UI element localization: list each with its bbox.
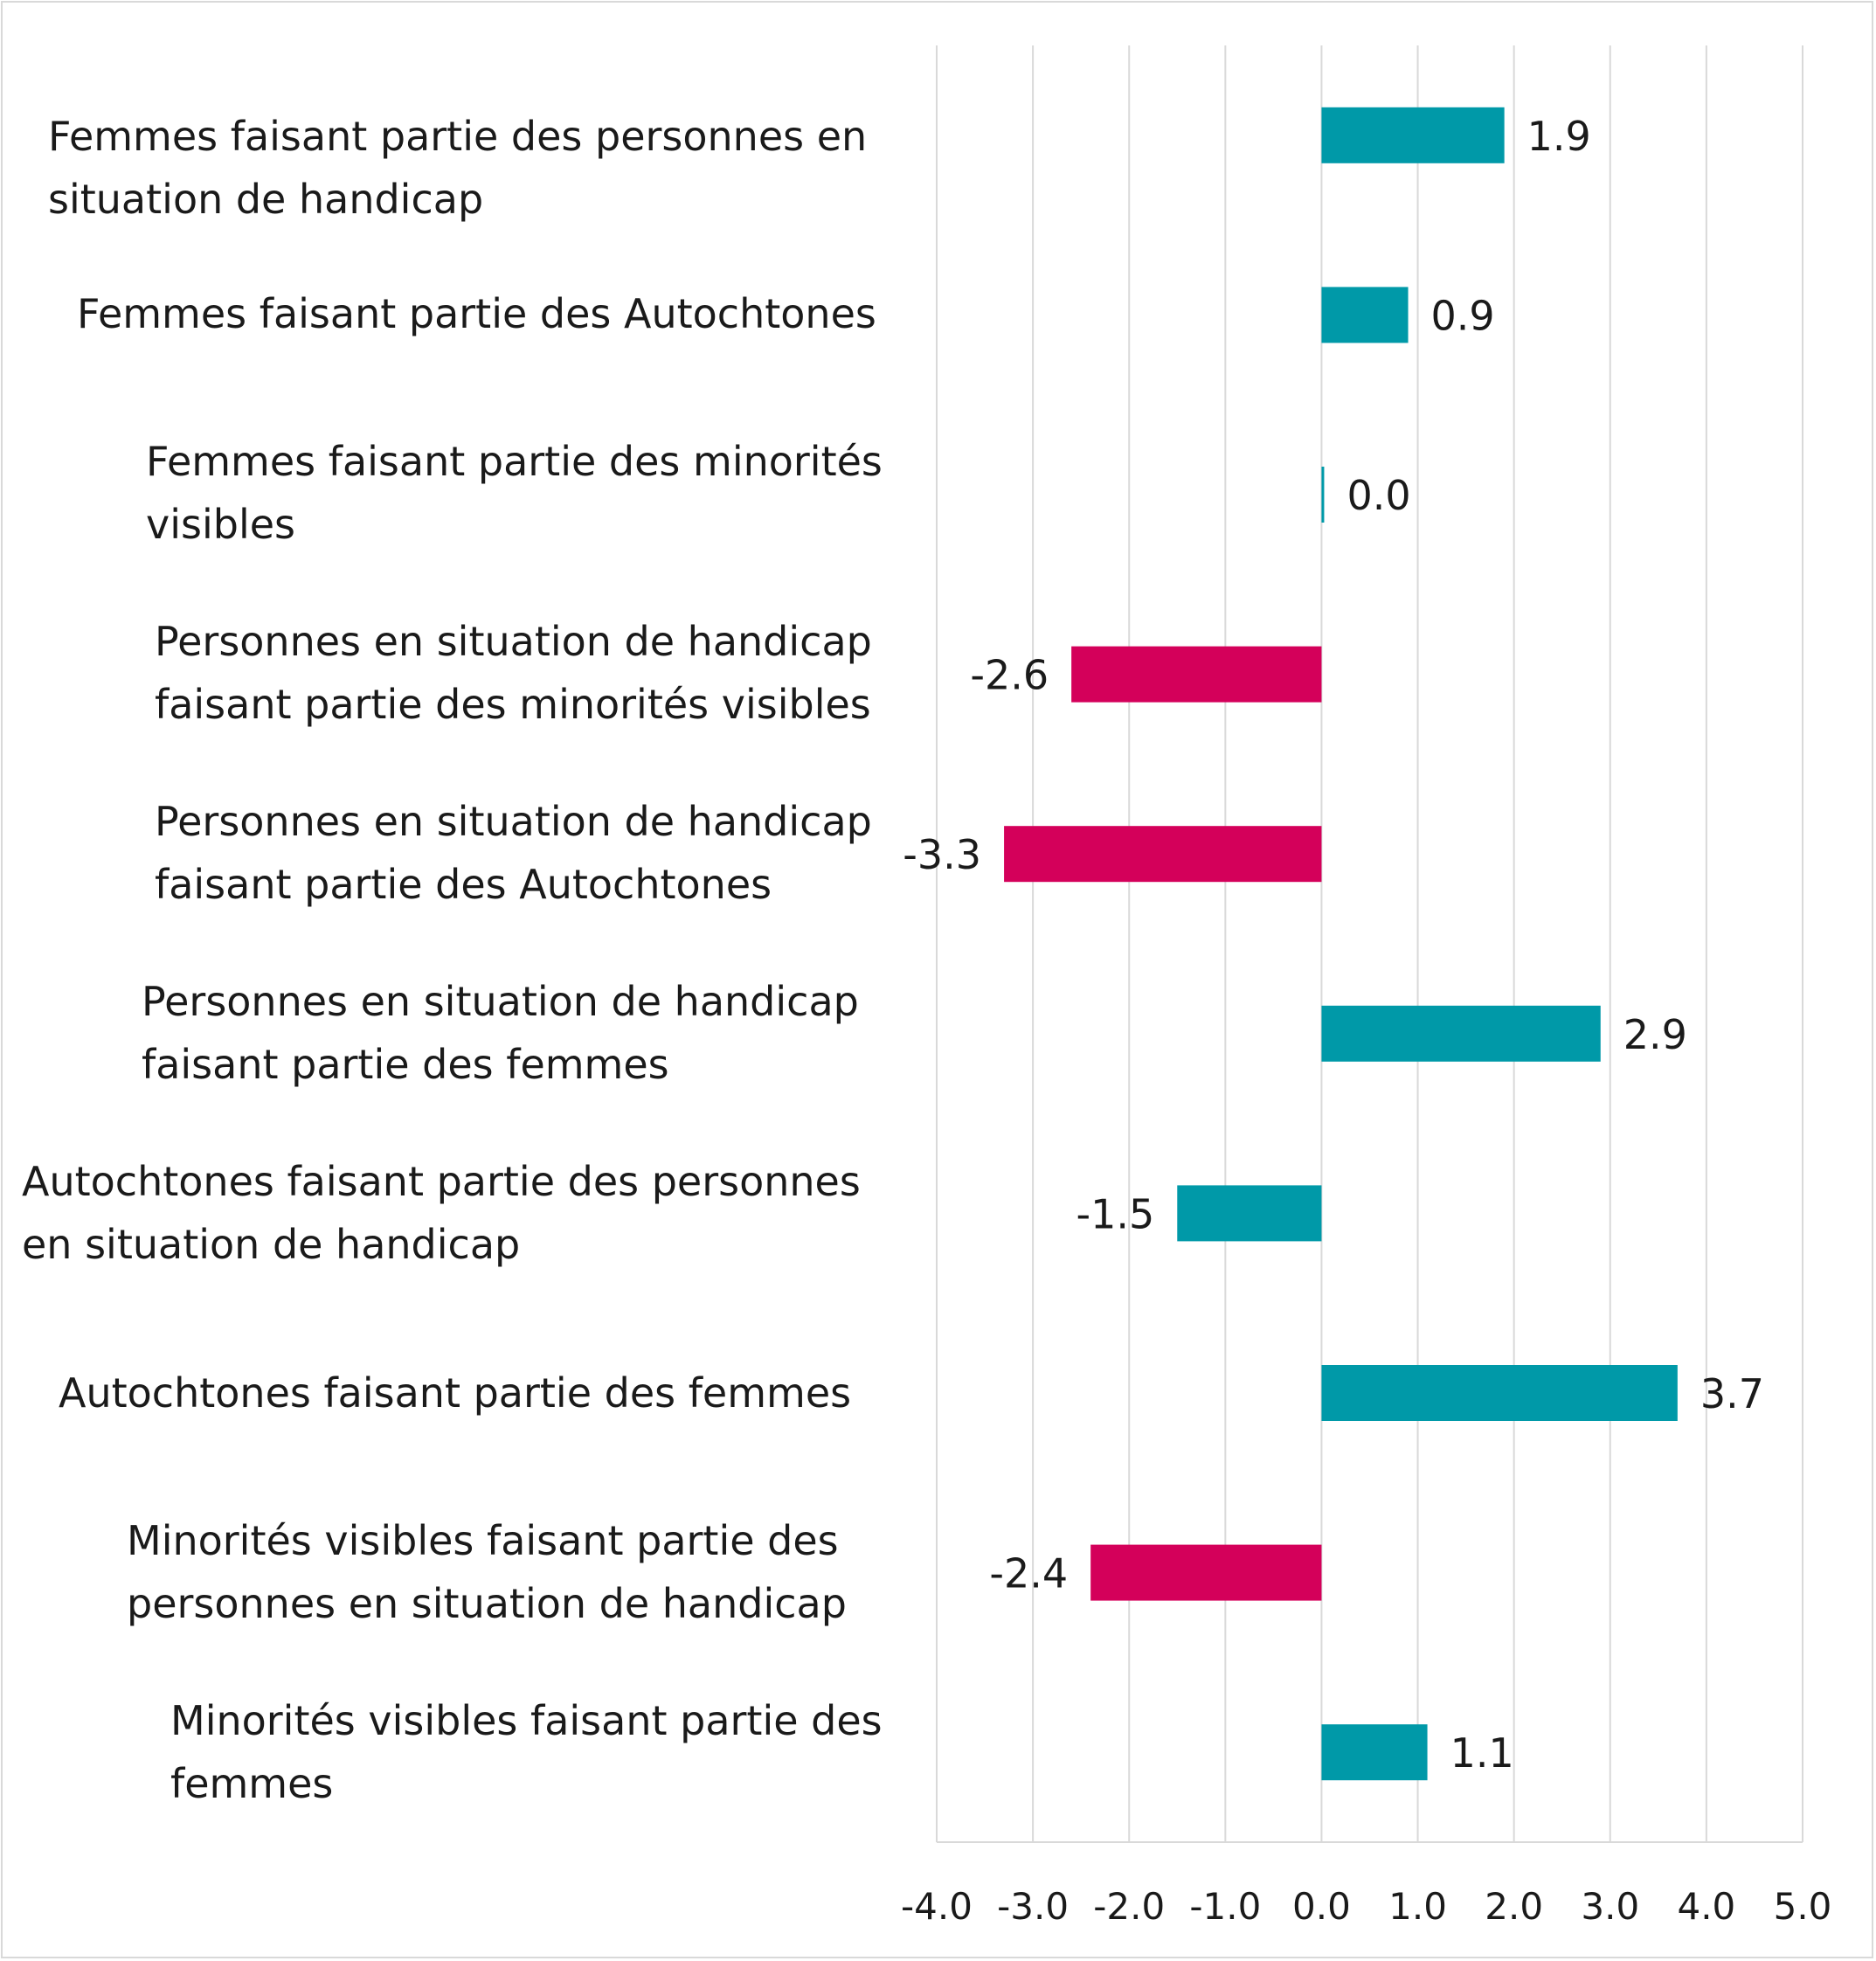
x-tick-label: -3.0 — [997, 1885, 1069, 1928]
value-label: 0.0 — [1346, 472, 1410, 519]
value-label: -3.3 — [903, 831, 981, 878]
value-label: 2.9 — [1623, 1011, 1687, 1058]
value-label: 3.7 — [1700, 1370, 1764, 1417]
value-label: 1.9 — [1527, 113, 1591, 160]
x-axis: -4.0 -3.0 -2.0 -1.0 0.0 1.0 2.0 3.0 4.0 5.0 — [901, 1841, 1832, 1928]
value-label: 0.9 — [1431, 292, 1495, 339]
x-tick-label: -4.0 — [901, 1885, 973, 1928]
category-label: Femmes faisant partie des minorités visi… — [146, 438, 883, 548]
gridlines — [936, 45, 1803, 1842]
value-label: -2.6 — [970, 652, 1049, 699]
bar — [1177, 1185, 1322, 1242]
x-tick-label: -1.0 — [1189, 1885, 1261, 1928]
x-tick-label: 4.0 — [1677, 1885, 1735, 1928]
bar — [1090, 1544, 1322, 1601]
bar — [1321, 107, 1505, 163]
bar — [1321, 467, 1325, 523]
bar — [1321, 1724, 1428, 1781]
category-label: Autochtones faisant partie des femmes — [59, 1369, 852, 1417]
x-tick-label: 3.0 — [1581, 1885, 1639, 1928]
bars — [1004, 107, 1678, 1781]
category-label: Minorités visibles faisant partie des fe… — [170, 1697, 883, 1807]
value-labels: 1.9 0.9 0.0 -2.6 -3.3 2.9 -1.5 3.7 -2.4 1.1 — [903, 113, 1764, 1777]
bar — [1321, 287, 1409, 343]
category-label: Femmes faisant partie des Autochtones — [77, 290, 876, 337]
bar — [1321, 1365, 1678, 1421]
bar — [1004, 826, 1322, 883]
category-label: Personnes en situation de handicap faisa… — [142, 978, 859, 1088]
x-tick-label: 2.0 — [1485, 1885, 1543, 1928]
category-label: Personnes en situation de handicap faisa… — [155, 618, 872, 728]
category-label: Femmes faisant partie des personnes en s… — [48, 113, 868, 223]
value-label: -2.4 — [989, 1550, 1068, 1597]
value-label: -1.5 — [1076, 1190, 1155, 1237]
bar — [1071, 646, 1322, 703]
value-label: 1.1 — [1450, 1729, 1514, 1777]
x-tick-label: 5.0 — [1774, 1885, 1832, 1928]
bar — [1321, 1005, 1601, 1062]
category-label: Personnes en situation de handicap faisa… — [155, 798, 872, 908]
category-label: Minorités visibles faisant partie des pe… — [127, 1517, 847, 1627]
x-tick-label: 1.0 — [1388, 1885, 1447, 1928]
x-tick-label: -2.0 — [1093, 1885, 1165, 1928]
x-tick-label: 0.0 — [1292, 1885, 1351, 1928]
category-label: Autochtones faisant partie des personnes… — [22, 1158, 861, 1268]
